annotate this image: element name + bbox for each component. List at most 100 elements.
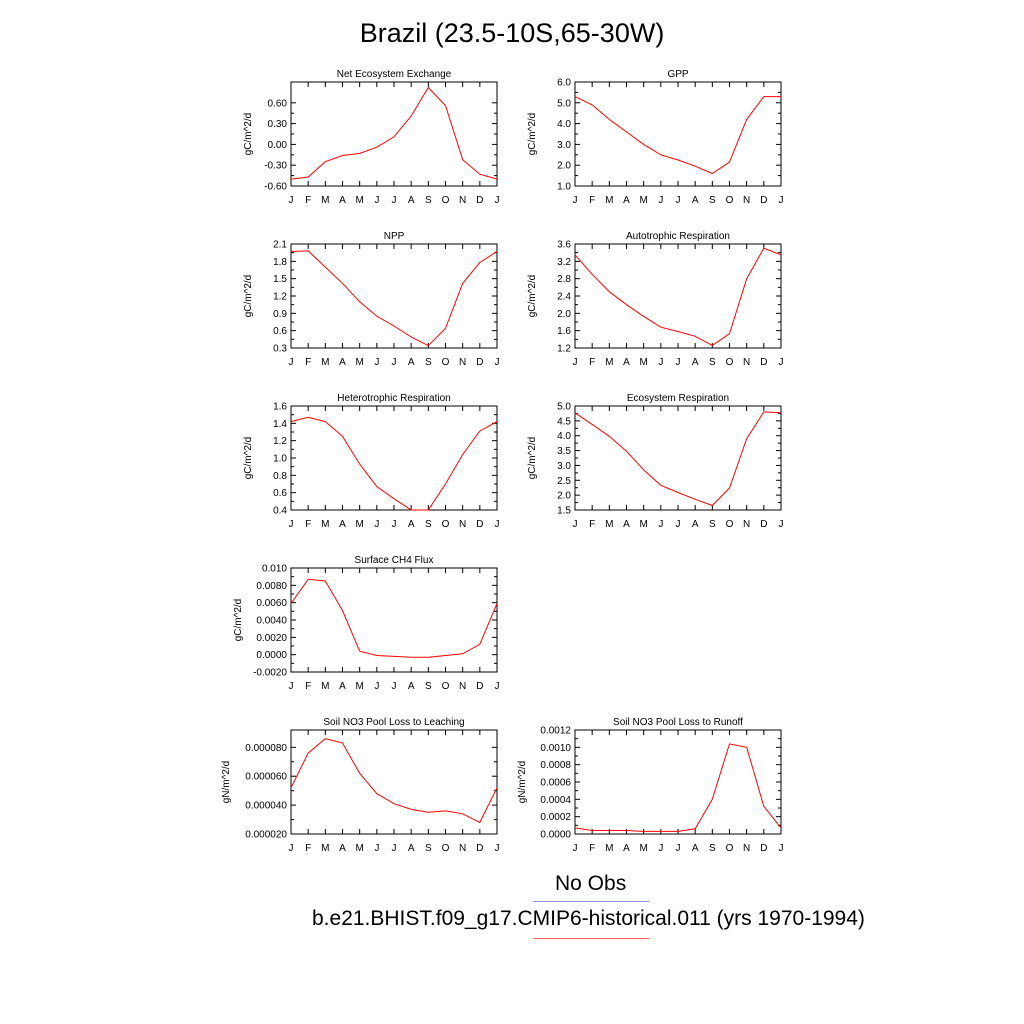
y-tick-label: 0.0000	[256, 650, 287, 661]
y-axis-label: gC/m^2/d	[527, 275, 538, 318]
y-tick-label: 1.0	[557, 182, 571, 193]
y-axis-label: gC/m^2/d	[243, 113, 254, 156]
series-line	[574, 743, 782, 832]
y-tick-label: 1.2	[273, 292, 287, 303]
x-tick-label: A	[408, 519, 415, 530]
x-tick-label: J	[676, 843, 681, 854]
x-tick-label: D	[476, 681, 483, 692]
x-tick-label: J	[573, 195, 578, 206]
panel-title: Heterotrophic Respiration	[337, 393, 450, 404]
x-tick-label: D	[760, 843, 767, 854]
x-tick-label: J	[289, 681, 294, 692]
y-tick-label: 0.6	[273, 326, 287, 337]
y-tick-label: 1.5	[273, 274, 287, 285]
x-tick-label: J	[658, 843, 663, 854]
x-tick-label: M	[321, 195, 329, 206]
x-tick-label: J	[392, 195, 397, 206]
x-tick-label: A	[408, 357, 415, 368]
x-tick-label: M	[605, 519, 613, 530]
y-tick-label: 1.2	[557, 344, 571, 355]
x-tick-label: M	[321, 843, 329, 854]
x-tick-label: S	[425, 519, 432, 530]
x-tick-label: F	[305, 195, 311, 206]
y-tick-label: 0.0000	[540, 830, 571, 841]
x-tick-label: A	[623, 357, 630, 368]
y-axis-label: gN/m^2/d	[221, 761, 232, 804]
x-tick-label: F	[305, 357, 311, 368]
x-tick-label: A	[692, 519, 699, 530]
x-tick-label: J	[495, 195, 500, 206]
x-tick-label: A	[692, 357, 699, 368]
panel-title: Surface CH4 Flux	[355, 555, 434, 566]
y-tick-label: 1.0	[273, 454, 287, 465]
x-tick-label: M	[355, 357, 363, 368]
x-tick-label: A	[339, 681, 346, 692]
panel-title: Soil NO3 Pool Loss to Runoff	[613, 717, 743, 728]
y-tick-label: 0.9	[273, 309, 287, 320]
x-tick-label: J	[676, 195, 681, 206]
x-tick-label: J	[289, 195, 294, 206]
plot-frame	[290, 243, 498, 349]
x-tick-label: M	[605, 195, 613, 206]
x-tick-label: A	[623, 195, 630, 206]
series-line	[290, 86, 498, 180]
x-tick-label: S	[709, 195, 716, 206]
y-tick-label: -0.60	[264, 182, 287, 193]
x-tick-label: J	[676, 357, 681, 368]
legend-model-line	[533, 938, 649, 939]
legend-obs-line	[533, 901, 649, 902]
y-tick-label: 4.0	[557, 431, 571, 442]
y-tick-label: 0.0004	[540, 795, 571, 806]
x-tick-label: N	[459, 843, 466, 854]
plot-frame	[290, 729, 498, 835]
y-tick-label: 0.0012	[540, 726, 571, 737]
plot-frame	[574, 243, 782, 349]
y-tick-label: 6.0	[557, 78, 571, 89]
x-tick-label: J	[779, 843, 784, 854]
x-tick-label: M	[639, 357, 647, 368]
y-tick-label: 1.5	[557, 506, 571, 517]
y-tick-label: 0.0008	[540, 760, 571, 771]
y-tick-label: 0.0002	[540, 812, 571, 823]
x-tick-label: A	[339, 843, 346, 854]
y-tick-label: 0.00	[268, 140, 288, 151]
x-tick-label: N	[459, 195, 466, 206]
y-axis-label: gC/m^2/d	[527, 113, 538, 156]
x-tick-label: M	[321, 519, 329, 530]
series-line	[574, 247, 782, 346]
x-tick-label: F	[589, 357, 595, 368]
y-tick-label: 0.0040	[256, 616, 287, 627]
y-tick-label: 3.5	[557, 446, 571, 457]
panel-title: NPP	[384, 231, 405, 242]
x-tick-label: J	[392, 843, 397, 854]
plot-frame	[574, 81, 782, 187]
x-tick-label: S	[709, 357, 716, 368]
series-line	[574, 96, 781, 175]
y-tick-label: 1.4	[273, 419, 287, 430]
y-tick-label: 0.000080	[245, 743, 287, 754]
x-tick-label: A	[408, 843, 415, 854]
series-line	[290, 578, 498, 658]
x-tick-label: J	[374, 519, 379, 530]
x-tick-label: J	[495, 357, 500, 368]
x-tick-label: J	[495, 519, 500, 530]
plot-frame	[290, 81, 498, 187]
x-tick-label: J	[676, 519, 681, 530]
y-tick-label: 3.2	[557, 257, 571, 268]
x-tick-label: N	[743, 843, 750, 854]
y-tick-label: 0.0020	[256, 633, 287, 644]
figure-title: Brazil (23.5-10S,65-30W)	[359, 18, 665, 48]
x-tick-label: M	[639, 843, 647, 854]
x-tick-label: D	[476, 195, 483, 206]
y-tick-label: 3.0	[557, 461, 571, 472]
legend-obs-label: No Obs	[555, 872, 627, 895]
y-axis-label: gC/m^2/d	[527, 437, 538, 480]
y-axis-label: gN/m^2/d	[517, 761, 528, 804]
x-tick-label: O	[442, 195, 450, 206]
y-tick-label: 2.0	[557, 309, 571, 320]
